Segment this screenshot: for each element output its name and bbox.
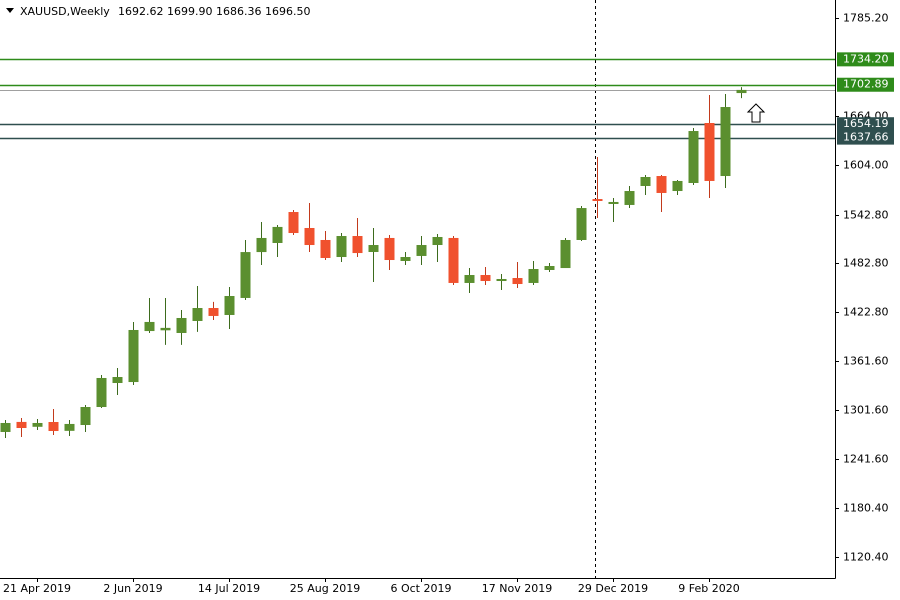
y-tick-label: 1120.40 bbox=[843, 551, 889, 564]
header-high: 1699.90 bbox=[167, 5, 213, 18]
x-tick-label: 21 Apr 2019 bbox=[3, 582, 71, 595]
candle-body bbox=[176, 317, 187, 333]
y-tick-label: 1422.80 bbox=[843, 306, 889, 319]
candle-body bbox=[608, 201, 619, 204]
candle-body bbox=[512, 278, 523, 285]
header-open: 1692.62 bbox=[118, 5, 164, 18]
level-label-box bbox=[837, 77, 894, 92]
candle-body bbox=[416, 245, 427, 256]
candle-body bbox=[736, 89, 747, 94]
candle-body bbox=[704, 122, 715, 181]
header-close: 1696.50 bbox=[265, 5, 311, 18]
candle-body bbox=[720, 107, 731, 177]
candle-body bbox=[384, 237, 395, 261]
x-tick-label: 9 Feb 2020 bbox=[678, 582, 739, 595]
x-tick-label: 6 Oct 2019 bbox=[390, 582, 451, 595]
candle-body bbox=[544, 266, 555, 270]
candle-body bbox=[304, 227, 315, 246]
x-tick-label: 2 Jun 2019 bbox=[103, 582, 162, 595]
candle-body bbox=[192, 308, 203, 321]
candle-body bbox=[224, 296, 235, 315]
candle-body bbox=[624, 191, 635, 205]
candle-body bbox=[640, 176, 651, 186]
menu-triangle[interactable] bbox=[6, 8, 14, 13]
candle-body bbox=[144, 321, 155, 332]
candle-body bbox=[112, 377, 123, 384]
candle-body bbox=[432, 236, 443, 246]
candle-body bbox=[560, 239, 571, 269]
x-tick-label: 14 Jul 2019 bbox=[198, 582, 260, 595]
candle-body bbox=[528, 269, 539, 283]
candle-body bbox=[16, 421, 27, 429]
x-tick-label: 29 Dec 2019 bbox=[578, 582, 648, 595]
candle-body bbox=[400, 257, 411, 261]
level-label: 1654.19 bbox=[843, 117, 889, 130]
candle-body bbox=[80, 407, 91, 426]
candle-body bbox=[256, 237, 267, 253]
candle-body bbox=[352, 236, 363, 254]
candle-body bbox=[96, 377, 107, 408]
candle-body bbox=[496, 278, 507, 282]
candle-body bbox=[320, 239, 331, 258]
x-tick-label: 17 Nov 2019 bbox=[482, 582, 552, 595]
candle-body bbox=[336, 236, 347, 258]
candle-body bbox=[464, 275, 475, 283]
candle-body bbox=[448, 237, 459, 283]
candle-body bbox=[208, 308, 219, 316]
candle-body bbox=[480, 275, 491, 282]
candle-body bbox=[0, 422, 11, 432]
header-low: 1686.36 bbox=[216, 5, 262, 18]
up-arrow-marker bbox=[746, 103, 766, 123]
candle-body bbox=[48, 422, 59, 432]
header-symbol: XAUUSD,Weekly bbox=[20, 5, 110, 18]
plot: 1785.201664.001604.001542.801482.801422.… bbox=[0, 12, 894, 595]
y-tick-label: 1361.60 bbox=[843, 355, 889, 368]
candle-body bbox=[160, 327, 171, 331]
candle-body bbox=[240, 252, 251, 298]
y-tick-label: 1301.60 bbox=[843, 404, 889, 417]
candle-body bbox=[576, 208, 587, 240]
candle-body bbox=[288, 212, 299, 234]
level-label-box bbox=[837, 130, 894, 145]
level-label-box bbox=[837, 117, 894, 132]
level-label: 1734.20 bbox=[843, 52, 889, 65]
candle-body bbox=[64, 423, 75, 431]
candle-body bbox=[688, 131, 699, 183]
level-label-box bbox=[837, 52, 894, 67]
y-tick-label: 1604.00 bbox=[843, 159, 889, 172]
candle-body bbox=[672, 180, 683, 192]
candle-body bbox=[272, 226, 283, 243]
candle-body bbox=[592, 199, 603, 201]
y-tick-label: 1482.80 bbox=[843, 257, 889, 270]
candle-body bbox=[32, 422, 43, 427]
candle-body bbox=[128, 329, 139, 383]
y-tick-label: 1542.80 bbox=[843, 209, 889, 222]
level-label: 1702.89 bbox=[843, 78, 889, 91]
x-tick-label: 25 Aug 2019 bbox=[290, 582, 360, 595]
y-tick-label: 1180.40 bbox=[843, 502, 889, 515]
level-label: 1637.66 bbox=[843, 131, 889, 144]
candle-body bbox=[656, 176, 667, 193]
y-tick-label: 1241.60 bbox=[843, 453, 889, 466]
y-tick-label: 1785.20 bbox=[843, 12, 889, 25]
candle-body bbox=[368, 245, 379, 252]
